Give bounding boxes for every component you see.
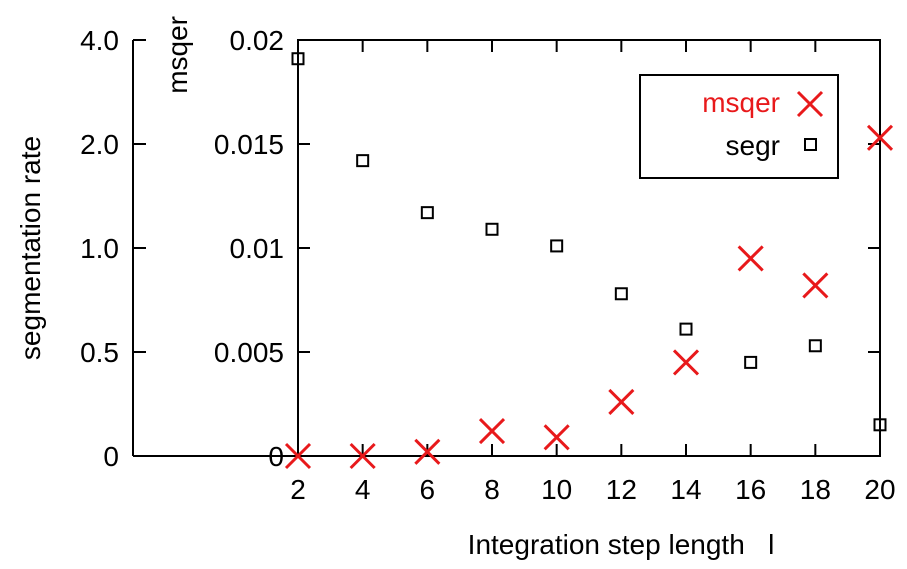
point-segr bbox=[550, 239, 564, 253]
outer-y-tick-label: 0.5 bbox=[80, 337, 119, 368]
point-segr bbox=[679, 322, 693, 336]
x-tick-label: 10 bbox=[541, 474, 572, 505]
point-segr bbox=[808, 339, 822, 353]
point-msqer bbox=[608, 388, 635, 415]
legend-box bbox=[639, 74, 839, 179]
x-tick-label: 4 bbox=[355, 474, 371, 505]
legend-marker-segr bbox=[804, 138, 817, 151]
point-segr bbox=[420, 206, 434, 220]
x-ticks: 2 4 6 8 10 12 14 16 18 20 bbox=[290, 40, 896, 505]
x-tick-label: 2 bbox=[290, 474, 306, 505]
x-tick-label: 8 bbox=[484, 474, 500, 505]
inner-y-tick-label: 0.015 bbox=[214, 129, 284, 160]
msqer-axis-title: msqer bbox=[162, 16, 193, 94]
point-msqer bbox=[349, 442, 376, 470]
data-marks bbox=[284, 52, 894, 470]
outer-y-tick-label: 4.0 bbox=[80, 25, 119, 56]
x-tick-label: 20 bbox=[864, 474, 895, 505]
point-segr bbox=[485, 222, 499, 236]
outer-y-tick-label: 1.0 bbox=[80, 233, 119, 264]
outer-y-tick-label: 0 bbox=[103, 441, 119, 472]
inner-y-tick-label: 0 bbox=[268, 441, 284, 472]
outer-y-ticks: 4.0 2.0 1.0 0.5 0 bbox=[80, 25, 146, 472]
legend-marker-msqer bbox=[796, 90, 824, 118]
point-segr bbox=[614, 287, 628, 301]
point-msqer bbox=[672, 349, 700, 376]
point-segr bbox=[744, 355, 758, 369]
x-axis-title: Integration step length l bbox=[468, 529, 775, 560]
legend-label-msqer: msqer bbox=[702, 87, 780, 118]
point-msqer bbox=[802, 272, 829, 299]
x-tick-label: 12 bbox=[606, 474, 637, 505]
y-axis-title: segmentation rate bbox=[15, 136, 46, 360]
point-msqer bbox=[866, 124, 894, 151]
point-msqer bbox=[478, 417, 506, 445]
x-tick-label: 16 bbox=[735, 474, 766, 505]
point-msqer bbox=[284, 442, 312, 470]
inner-y-tick-label: 0.005 bbox=[214, 337, 284, 368]
legend-label-segr: segr bbox=[726, 130, 780, 161]
legend: msqer segr bbox=[639, 74, 839, 179]
inner-y-ticks: 0.02 0.015 0.01 0.005 0 bbox=[214, 25, 880, 472]
x-tick-label: 6 bbox=[420, 474, 436, 505]
inner-y-tick-label: 0.02 bbox=[230, 25, 285, 56]
point-msqer bbox=[543, 424, 570, 451]
point-segr bbox=[873, 418, 887, 432]
point-segr bbox=[356, 154, 370, 168]
point-msqer bbox=[414, 438, 441, 465]
point-segr bbox=[291, 52, 305, 66]
x-tick-label: 18 bbox=[800, 474, 831, 505]
point-msqer bbox=[737, 245, 764, 272]
inner-y-tick-label: 0.01 bbox=[230, 233, 285, 264]
outer-y-tick-label: 2.0 bbox=[80, 129, 119, 160]
x-tick-label: 14 bbox=[670, 474, 701, 505]
